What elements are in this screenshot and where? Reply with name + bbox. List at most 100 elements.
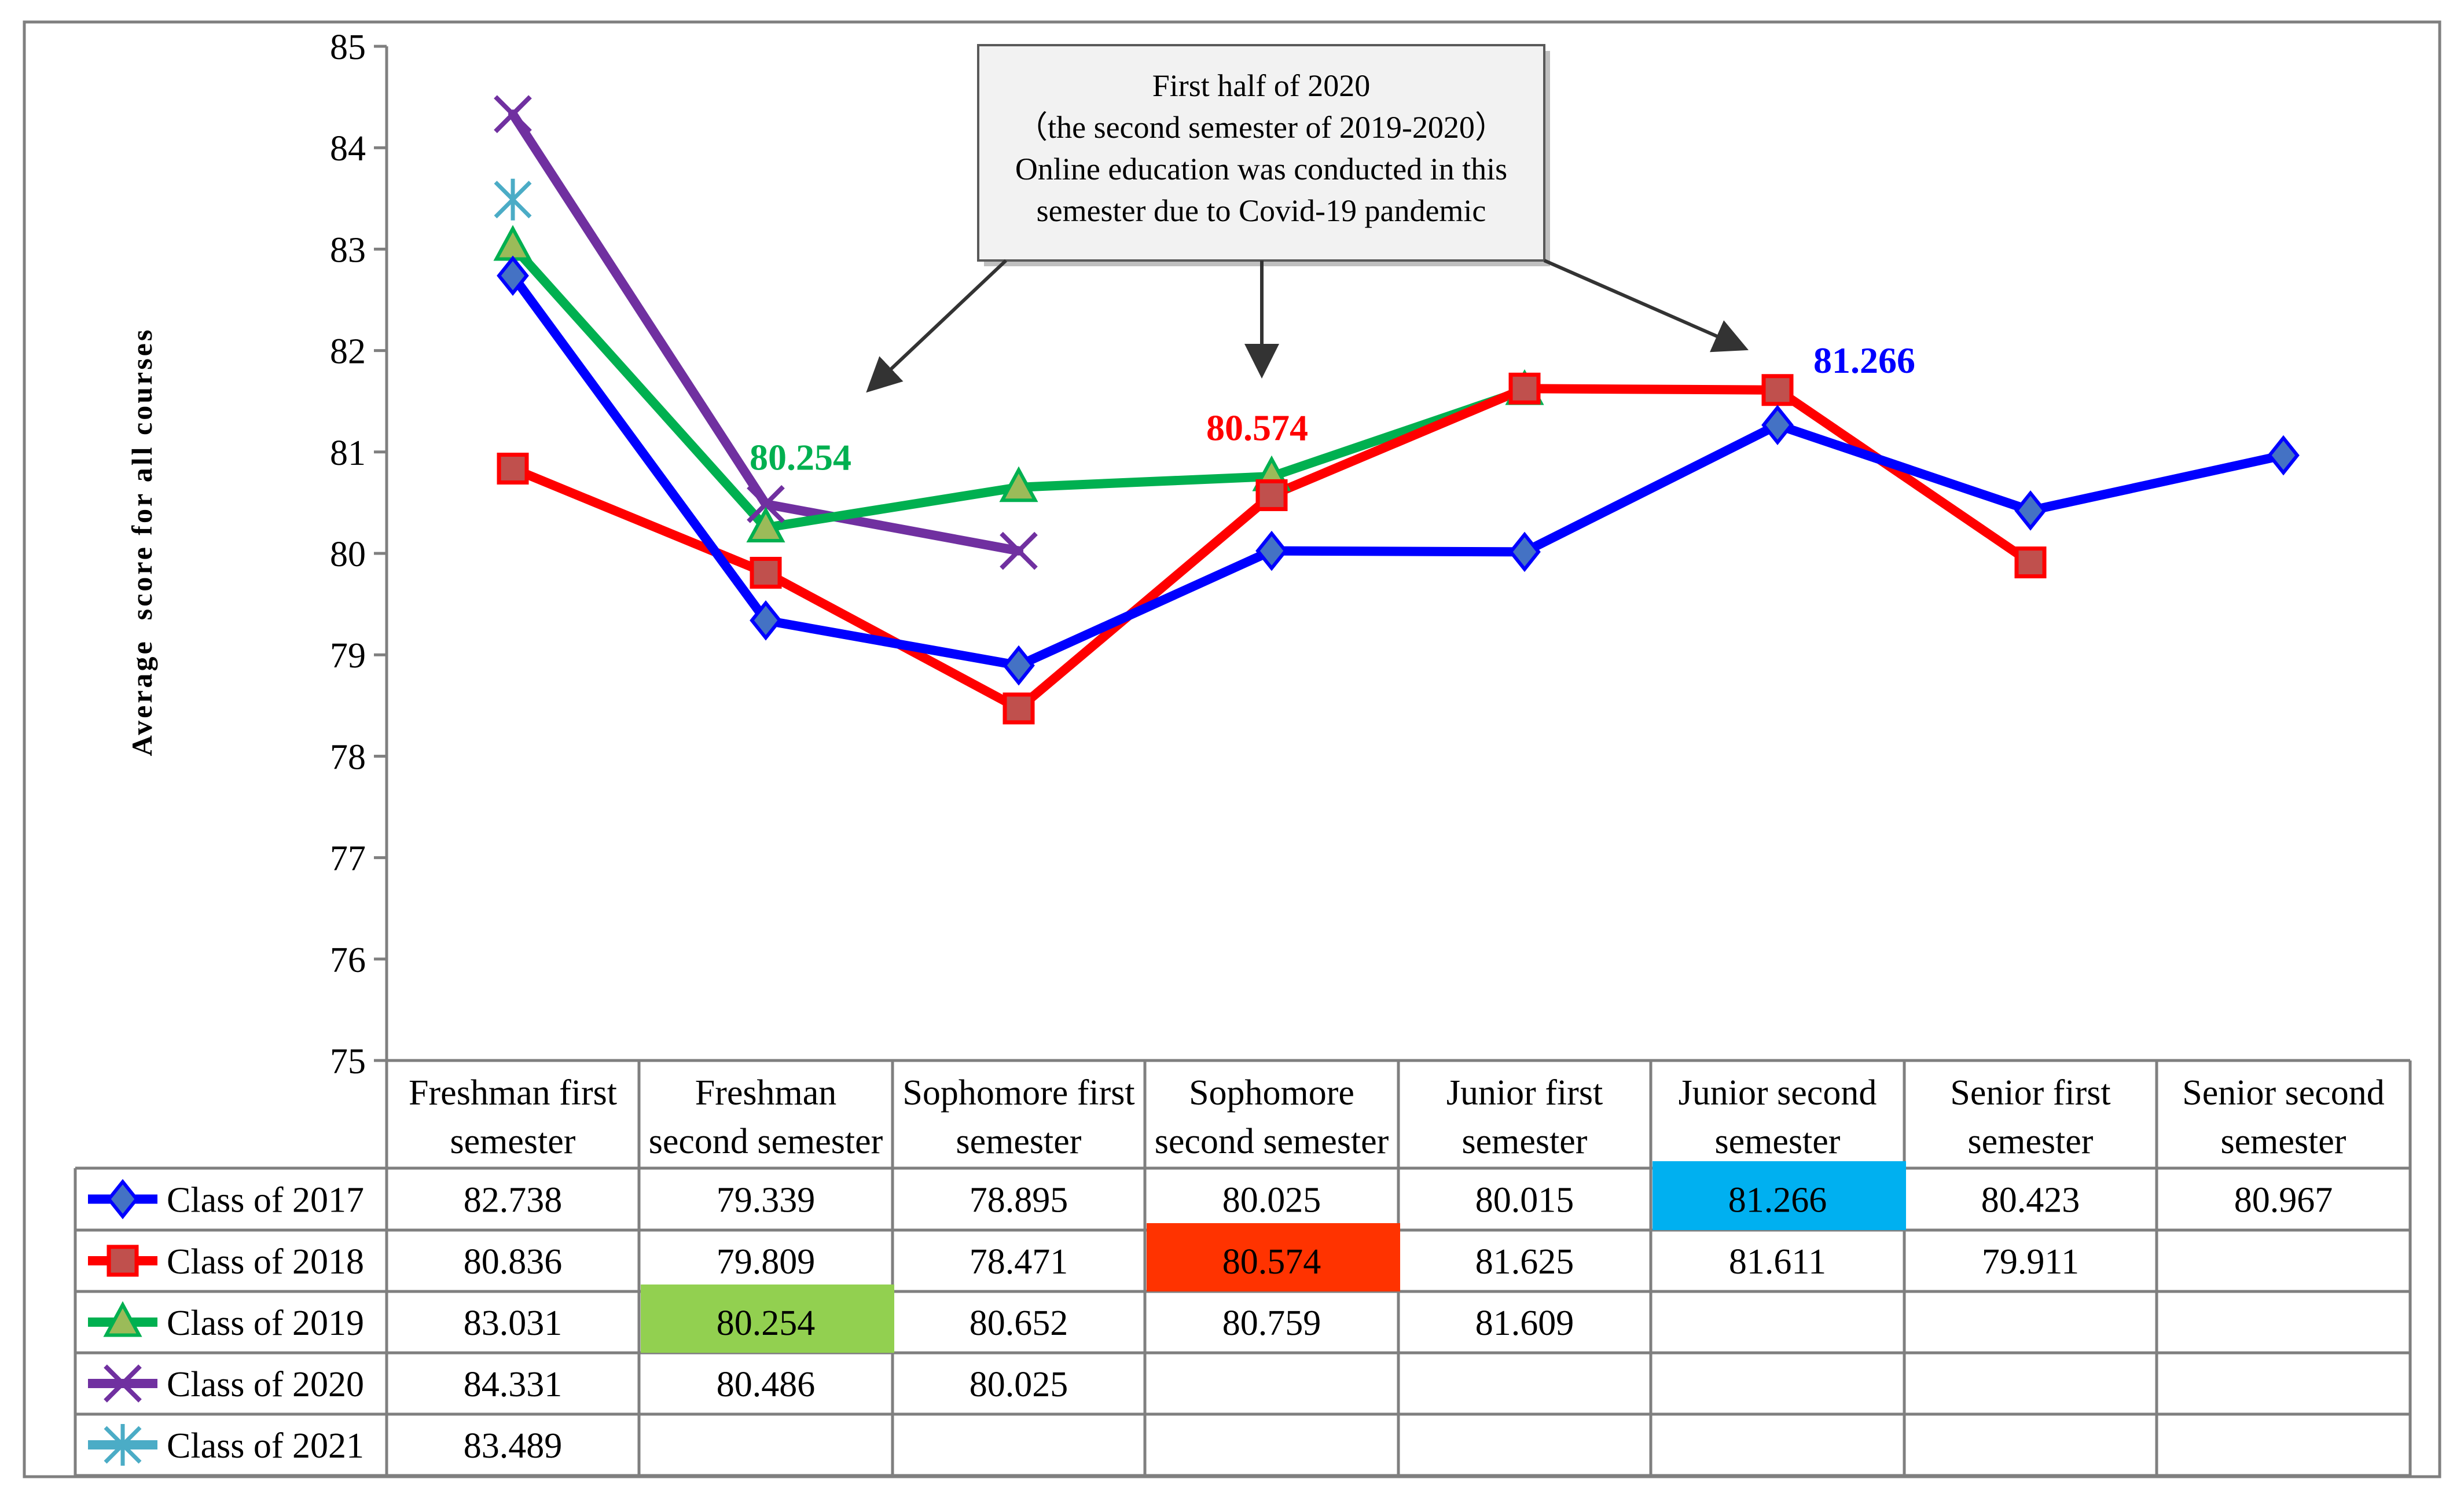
x-category-label: Junior second semester	[1679, 1073, 1877, 1161]
x-category-label-line: second semester	[1155, 1122, 1389, 1161]
table-cell-value: 80.486	[717, 1365, 816, 1404]
data-point	[2267, 435, 2300, 476]
x-category-label-line: Senior first	[1950, 1073, 2110, 1113]
legend-label: Class of 2021	[167, 1426, 364, 1466]
table-cell-value: 80.574	[1222, 1242, 1321, 1282]
data-point	[493, 225, 533, 261]
table-cell-value: 81.609	[1475, 1304, 1574, 1343]
x-category-label-line: semester	[956, 1122, 1082, 1161]
table-cell-value: 81.611	[1729, 1242, 1826, 1282]
y-tick-label: 79	[330, 636, 366, 676]
data-point	[494, 95, 532, 134]
y-tick-label: 80	[330, 535, 366, 574]
highlight-cell	[1147, 1223, 1400, 1291]
x-category-label-line: Senior second	[2182, 1073, 2385, 1113]
data-label: 80.574	[1206, 407, 1308, 448]
y-axis-label: Average score for all courses	[126, 328, 158, 757]
table-cell-value: 79.809	[717, 1242, 816, 1282]
legend-label: Class of 2019	[167, 1304, 364, 1343]
data-point	[1761, 374, 1794, 406]
legend-label: Class of 2020	[167, 1365, 364, 1404]
annotation-text: semester due to Covid-19 pandemic	[1037, 193, 1486, 228]
annotation-text: First half of 2020	[1152, 68, 1370, 103]
y-tick-label: 81	[330, 434, 366, 473]
x-category-label: Sophomore first semester	[902, 1073, 1134, 1161]
x-category-label: Senior first semester	[1950, 1073, 2110, 1161]
legend-marker	[103, 1301, 142, 1337]
y-tick-label: 83	[330, 230, 366, 270]
x-category-label-line: second semester	[649, 1122, 883, 1161]
data-point-stroke	[747, 485, 785, 523]
data-point	[497, 255, 529, 296]
data-point	[1761, 405, 1794, 445]
data-point	[747, 485, 785, 523]
x-category-label-line: Junior first	[1446, 1073, 1603, 1113]
table-cell-value: 80.759	[1222, 1304, 1321, 1343]
y-tick-label: 85	[330, 28, 366, 67]
x-category-label-line: semester	[1715, 1122, 1841, 1161]
annotation-text: （the second semester of 2019-2020）	[1016, 110, 1506, 145]
data-point	[1255, 530, 1288, 571]
data-label: 81.266	[1813, 340, 1915, 381]
y-tick-label: 76	[330, 941, 366, 980]
table-cell-value: 79.339	[717, 1181, 816, 1220]
x-category-label-line: semester	[1968, 1122, 2094, 1161]
legend-marker	[104, 1364, 142, 1403]
table-cell-value: 83.031	[464, 1304, 563, 1343]
x-category-label: Freshman second semester	[649, 1073, 883, 1161]
data-point-stroke	[1000, 531, 1038, 570]
x-category-label-line: semester	[1462, 1122, 1588, 1161]
x-category-label: Freshman first semester	[409, 1073, 617, 1161]
annotation-text: Online education was conducted in this	[1015, 152, 1507, 186]
data-point	[1508, 531, 1541, 572]
table-cell-value: 80.423	[1981, 1181, 2080, 1220]
table-cell-value: 80.967	[2234, 1181, 2333, 1220]
data-point	[1000, 531, 1038, 570]
table-cell-value: 82.738	[464, 1181, 563, 1220]
x-category-label-line: Sophomore first	[902, 1073, 1134, 1113]
x-category-label-line: Junior second	[1679, 1073, 1877, 1113]
legend-marker	[107, 1179, 139, 1220]
table-cell-value: 80.015	[1475, 1181, 1574, 1220]
table-cell-value: 78.471	[970, 1242, 1068, 1282]
y-tick-label: 78	[330, 737, 366, 777]
table-cell-value: 80.836	[464, 1242, 563, 1282]
x-category-label: Sophomore second semester	[1155, 1073, 1389, 1161]
x-category-label: Junior first semester	[1446, 1073, 1603, 1161]
data-point	[750, 556, 782, 589]
y-tick-label: 77	[330, 839, 366, 879]
data-point	[497, 453, 529, 485]
annotation-arrow	[866, 259, 1008, 393]
x-category-label-line: Freshman	[695, 1073, 837, 1113]
series-line	[508, 271, 2288, 670]
highlight-cell	[641, 1285, 894, 1353]
table-cell-value: 80.025	[1222, 1181, 1321, 1220]
data-label: 80.254	[750, 436, 851, 478]
x-category-label-line: Freshman first	[409, 1073, 617, 1113]
table-cell-value: 79.911	[1982, 1242, 2079, 1282]
table-cell-value: 80.025	[970, 1365, 1068, 1404]
x-category-label-line: semester	[450, 1122, 576, 1161]
data-point	[999, 466, 1038, 502]
data-point	[1003, 692, 1035, 725]
legend-label: Class of 2018	[167, 1242, 364, 1282]
data-point	[494, 178, 532, 221]
legend-marker	[104, 1424, 142, 1466]
x-category-label-line: Sophomore	[1189, 1073, 1354, 1113]
table-cell-value: 78.895	[970, 1181, 1068, 1220]
table-cell-value: 81.625	[1475, 1242, 1574, 1282]
table-cell-value: 83.489	[464, 1426, 563, 1466]
legend-label: Class of 2017	[167, 1181, 364, 1220]
table-cell-value: 80.254	[717, 1304, 816, 1343]
legend-marker-stroke	[104, 1364, 142, 1403]
data-point	[1255, 479, 1288, 511]
table-cell-value: 84.331	[464, 1365, 563, 1404]
data-point	[1508, 372, 1541, 405]
legend-marker	[107, 1245, 139, 1277]
x-category-label: Senior second semester	[2182, 1073, 2385, 1161]
annotation-arrow	[1543, 259, 1749, 353]
y-tick-label: 84	[330, 129, 366, 168]
data-point	[2014, 546, 2047, 579]
